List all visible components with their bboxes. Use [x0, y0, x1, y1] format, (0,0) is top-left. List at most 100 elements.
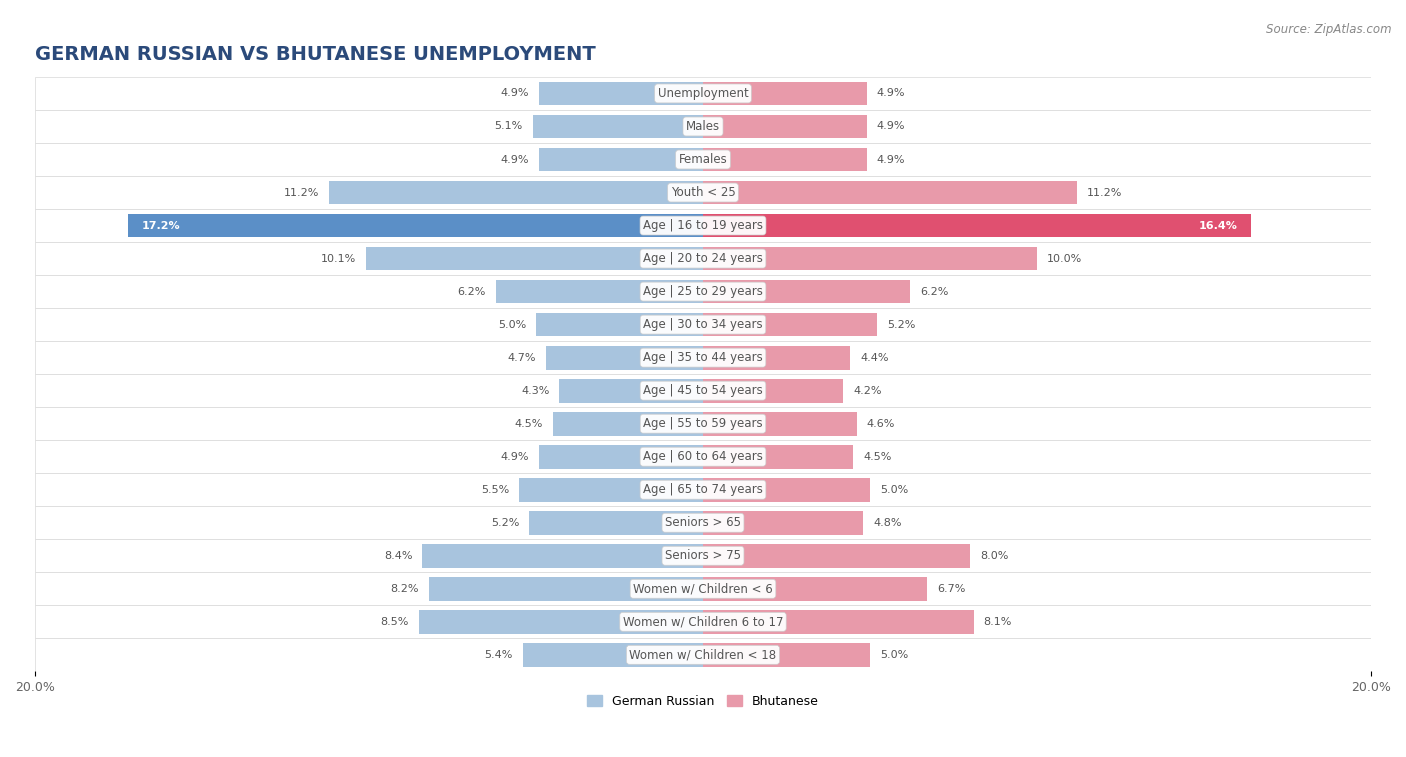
- Text: 5.0%: 5.0%: [880, 484, 908, 495]
- Text: 4.9%: 4.9%: [877, 89, 905, 98]
- Bar: [35, 374, 1371, 407]
- Bar: [703, 114, 866, 139]
- Text: Youth < 25: Youth < 25: [671, 186, 735, 199]
- Bar: [703, 313, 877, 337]
- Bar: [540, 82, 703, 105]
- Bar: [553, 412, 703, 435]
- Text: Unemployment: Unemployment: [658, 87, 748, 100]
- Text: Women w/ Children < 18: Women w/ Children < 18: [630, 648, 776, 662]
- Text: 8.0%: 8.0%: [980, 551, 1008, 561]
- Text: 4.7%: 4.7%: [508, 353, 536, 363]
- Bar: [703, 279, 910, 304]
- Bar: [329, 181, 703, 204]
- Text: GERMAN RUSSIAN VS BHUTANESE UNEMPLOYMENT: GERMAN RUSSIAN VS BHUTANESE UNEMPLOYMENT: [35, 45, 596, 64]
- Bar: [540, 445, 703, 469]
- Bar: [703, 346, 851, 369]
- Text: 4.9%: 4.9%: [877, 154, 905, 164]
- Bar: [35, 506, 1371, 539]
- Text: 11.2%: 11.2%: [284, 188, 319, 198]
- Bar: [703, 643, 870, 667]
- Text: 4.3%: 4.3%: [522, 385, 550, 396]
- Text: Source: ZipAtlas.com: Source: ZipAtlas.com: [1267, 23, 1392, 36]
- Bar: [35, 275, 1371, 308]
- Text: 4.4%: 4.4%: [860, 353, 889, 363]
- Text: Age | 35 to 44 years: Age | 35 to 44 years: [643, 351, 763, 364]
- Bar: [546, 346, 703, 369]
- Text: 11.2%: 11.2%: [1087, 188, 1122, 198]
- Text: 5.2%: 5.2%: [887, 319, 915, 329]
- Text: 6.2%: 6.2%: [457, 287, 486, 297]
- Bar: [35, 539, 1371, 572]
- Bar: [703, 445, 853, 469]
- Text: 5.4%: 5.4%: [484, 650, 513, 660]
- Bar: [422, 544, 703, 568]
- Bar: [536, 313, 703, 337]
- Text: Males: Males: [686, 120, 720, 133]
- Bar: [35, 638, 1371, 671]
- Bar: [366, 247, 703, 270]
- Text: 6.7%: 6.7%: [936, 584, 965, 593]
- Bar: [35, 341, 1371, 374]
- Bar: [523, 643, 703, 667]
- Bar: [703, 247, 1038, 270]
- Text: 5.0%: 5.0%: [498, 319, 526, 329]
- Bar: [35, 473, 1371, 506]
- Text: 4.9%: 4.9%: [501, 452, 529, 462]
- Text: 5.2%: 5.2%: [491, 518, 519, 528]
- Text: 4.2%: 4.2%: [853, 385, 882, 396]
- Text: Age | 16 to 19 years: Age | 16 to 19 years: [643, 219, 763, 232]
- Text: Age | 65 to 74 years: Age | 65 to 74 years: [643, 483, 763, 497]
- Bar: [35, 308, 1371, 341]
- Text: 5.1%: 5.1%: [495, 121, 523, 132]
- Text: 8.4%: 8.4%: [384, 551, 412, 561]
- Text: 4.9%: 4.9%: [877, 121, 905, 132]
- Text: 17.2%: 17.2%: [142, 220, 180, 231]
- Bar: [540, 148, 703, 171]
- Bar: [703, 181, 1077, 204]
- Bar: [35, 407, 1371, 440]
- Text: Females: Females: [679, 153, 727, 166]
- Legend: German Russian, Bhutanese: German Russian, Bhutanese: [582, 690, 824, 712]
- Text: Age | 25 to 29 years: Age | 25 to 29 years: [643, 285, 763, 298]
- Bar: [703, 577, 927, 600]
- Text: 4.8%: 4.8%: [873, 518, 901, 528]
- Text: Women w/ Children < 6: Women w/ Children < 6: [633, 582, 773, 595]
- Bar: [703, 412, 856, 435]
- Bar: [496, 279, 703, 304]
- Text: Age | 20 to 24 years: Age | 20 to 24 years: [643, 252, 763, 265]
- Bar: [529, 511, 703, 534]
- Bar: [35, 143, 1371, 176]
- Text: 16.4%: 16.4%: [1198, 220, 1237, 231]
- Bar: [703, 148, 866, 171]
- Bar: [703, 610, 973, 634]
- Text: 10.1%: 10.1%: [321, 254, 356, 263]
- Bar: [703, 378, 844, 403]
- Bar: [703, 82, 866, 105]
- Bar: [35, 440, 1371, 473]
- Bar: [703, 478, 870, 502]
- Text: 4.5%: 4.5%: [863, 452, 891, 462]
- Text: 8.5%: 8.5%: [381, 617, 409, 627]
- Text: Women w/ Children 6 to 17: Women w/ Children 6 to 17: [623, 615, 783, 628]
- Text: 10.0%: 10.0%: [1047, 254, 1083, 263]
- Bar: [35, 572, 1371, 606]
- Bar: [703, 213, 1251, 238]
- Bar: [703, 544, 970, 568]
- Bar: [419, 610, 703, 634]
- Bar: [560, 378, 703, 403]
- Text: 6.2%: 6.2%: [920, 287, 949, 297]
- Text: 4.9%: 4.9%: [501, 154, 529, 164]
- Bar: [429, 577, 703, 600]
- Bar: [35, 176, 1371, 209]
- Text: 4.9%: 4.9%: [501, 89, 529, 98]
- Text: 4.5%: 4.5%: [515, 419, 543, 428]
- Bar: [519, 478, 703, 502]
- Text: Age | 55 to 59 years: Age | 55 to 59 years: [643, 417, 763, 430]
- Text: Seniors > 75: Seniors > 75: [665, 550, 741, 562]
- Text: 5.0%: 5.0%: [880, 650, 908, 660]
- Text: 8.2%: 8.2%: [391, 584, 419, 593]
- Text: Seniors > 65: Seniors > 65: [665, 516, 741, 529]
- Text: Age | 45 to 54 years: Age | 45 to 54 years: [643, 384, 763, 397]
- Bar: [35, 110, 1371, 143]
- Bar: [533, 114, 703, 139]
